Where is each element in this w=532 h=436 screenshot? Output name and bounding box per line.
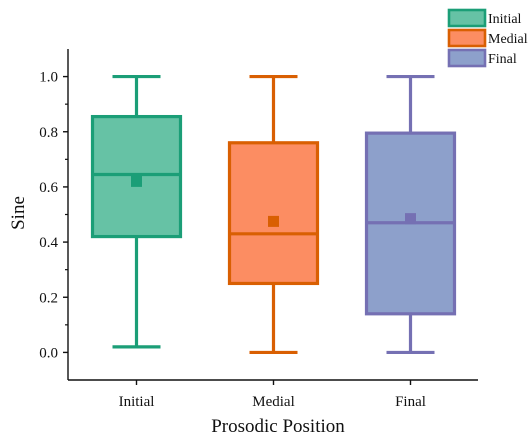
y-tick-label: 0.4: [39, 235, 58, 251]
legend-item-initial: Initial: [447, 8, 522, 28]
y-axis-title: Sine: [8, 196, 29, 230]
mean-marker: [405, 213, 416, 225]
y-tick-label: 1.0: [39, 70, 58, 86]
mean-marker: [131, 175, 142, 187]
axes: 0.0 0.2 0.4 0.6 0.8 1.0 Initial Medial Final: [39, 49, 478, 410]
box-final: [364, 74, 457, 355]
y-tick-label: 0.2: [39, 290, 58, 306]
x-tick-label: Final: [395, 394, 426, 410]
legend-label: Initial: [488, 12, 522, 27]
x-tick-label: Medial: [252, 394, 295, 410]
legend-swatch: [447, 28, 487, 48]
y-tick-label: 0.0: [39, 345, 58, 361]
legend: Initial Medial Final: [447, 8, 528, 68]
y-tick-label: 0.8: [39, 125, 58, 141]
legend-label: Final: [488, 52, 517, 67]
mean-marker: [268, 215, 279, 227]
y-tick-label: 0.6: [39, 180, 58, 196]
box-initial: [90, 74, 183, 349]
legend-label: Medial: [488, 32, 528, 47]
legend-swatch: [447, 8, 487, 28]
legend-item-medial: Medial: [447, 28, 528, 48]
box-medial: [227, 74, 320, 355]
interquartile-box: [227, 141, 320, 286]
legend-item-final: Final: [447, 48, 517, 68]
x-axis-title: Prosodic Position: [211, 416, 345, 436]
legend-swatch: [447, 48, 487, 68]
x-tick-label: Initial: [119, 394, 155, 410]
box-series-group: [90, 74, 457, 355]
